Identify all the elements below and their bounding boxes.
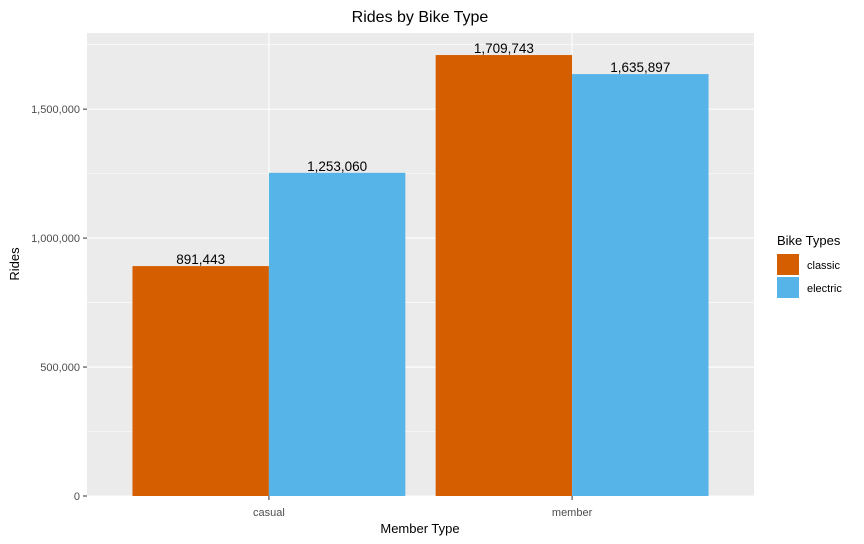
y-tick-label: 0 [74, 491, 80, 503]
y-tick-label: 500,000 [40, 362, 80, 374]
bar-member-electric [572, 74, 709, 496]
y-axis: 0 500,000 1,000,000 1,500,000 [31, 104, 87, 503]
bar-casual-electric [268, 172, 406, 496]
y-axis-title: Rides [7, 247, 22, 281]
legend-key-electric [777, 277, 799, 298]
data-label-casual-classic: 891,443 [176, 252, 225, 267]
x-tick-label: casual [253, 507, 285, 519]
legend-label-classic: classic [807, 260, 841, 272]
data-labels-group: 891,443 1,253,060 1,709,743 1,635,897 [176, 41, 670, 267]
bars-group [132, 55, 709, 497]
bar-casual-classic [132, 266, 269, 496]
x-tick-label: member [552, 507, 593, 519]
legend: Bike Types classic electric [777, 233, 842, 298]
data-label-casual-electric: 1,253,060 [307, 159, 367, 174]
x-axis-title: Member Type [380, 521, 459, 536]
y-tick-label: 1,500,000 [31, 104, 80, 116]
legend-title: Bike Types [777, 233, 841, 248]
legend-label-electric: electric [807, 283, 842, 295]
legend-key-classic [777, 254, 799, 275]
data-label-member-classic: 1,709,743 [474, 41, 534, 56]
y-tick-label: 1,000,000 [31, 233, 80, 245]
data-label-member-electric: 1,635,897 [610, 60, 670, 75]
bar-member-classic [435, 55, 573, 497]
chart-title: Rides by Bike Type [352, 9, 489, 26]
x-axis: casual member [253, 496, 593, 519]
